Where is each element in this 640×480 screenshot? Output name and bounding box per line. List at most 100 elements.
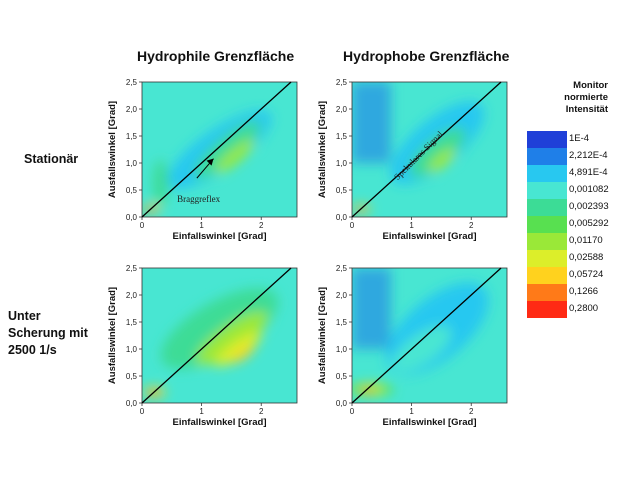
legend-swatch — [527, 267, 567, 284]
x-tick-label: 1 — [409, 407, 414, 416]
y-axis-label: Ausfallswinkel [Grad] — [317, 101, 328, 198]
intensity-region — [214, 331, 262, 367]
legend-title-line: Intensität — [565, 104, 608, 115]
y-tick-label: 0,0 — [126, 399, 138, 408]
y-tick-label: 1,5 — [126, 318, 138, 327]
legend-label: 0,01170 — [569, 235, 603, 246]
y-tick-label: 0,5 — [126, 372, 138, 381]
row-label-line: Stationär — [24, 152, 79, 166]
legend-item: 0,02588 — [527, 250, 609, 267]
legend-swatch — [527, 199, 567, 216]
legend-item: 0,005292 — [527, 216, 609, 233]
legend-swatch — [527, 182, 567, 199]
legend-label: 1E-4 — [569, 133, 590, 144]
y-tick-label: 2,0 — [126, 105, 138, 114]
legend-label: 0,001082 — [569, 184, 609, 195]
y-tick-label: 1,5 — [126, 132, 138, 141]
legend-title: Monitor normierte Intensität — [528, 80, 608, 116]
intensity-region — [215, 139, 255, 174]
x-tick-label: 2 — [469, 221, 474, 230]
x-tick-label: 2 — [469, 407, 474, 416]
y-tick-label: 0,5 — [336, 186, 348, 195]
plot-frame — [141, 267, 298, 404]
x-axis-label: Einfallswinkel [Grad] — [383, 417, 477, 428]
x-tick-label: 1 — [199, 221, 204, 230]
row-label-line: 2500 1/s — [8, 343, 57, 357]
x-axis-label: Einfallswinkel [Grad] — [383, 231, 477, 242]
y-tick-label: 0,0 — [336, 399, 348, 408]
row-label-line: Scherung mit — [8, 326, 88, 340]
intensity-region — [428, 148, 456, 173]
plot-frame — [351, 267, 508, 404]
x-tick-label: 0 — [350, 407, 355, 416]
specular-diagonal-line — [141, 267, 292, 404]
legend-swatch — [527, 165, 567, 182]
legend-label: 0,1266 — [569, 286, 599, 297]
x-axis-label: Einfallswinkel [Grad] — [173, 417, 267, 428]
x-tick-label: 1 — [409, 221, 414, 230]
x-tick-label: 1 — [199, 407, 204, 416]
y-tick-label: 2,5 — [336, 264, 348, 273]
row-label-line: Unter — [8, 309, 41, 323]
legend-swatch — [527, 216, 567, 233]
intensity-region — [352, 268, 391, 349]
y-axis-label: Ausfallswinkel [Grad] — [107, 101, 118, 198]
intensity-region — [152, 159, 169, 207]
legend-item: 0,01170 — [527, 233, 609, 250]
legend-item: 0,05724 — [527, 267, 609, 284]
intensity-region — [391, 325, 452, 373]
y-tick-label: 0,0 — [336, 213, 348, 222]
legend-item: 0,001082 — [527, 182, 609, 199]
y-tick-label: 2,0 — [336, 105, 348, 114]
legend-label: 0,005292 — [569, 218, 609, 229]
legend-label: 4,891E-4 — [569, 167, 608, 178]
y-tick-label: 0,5 — [336, 372, 348, 381]
annotation-arrowhead — [206, 158, 214, 166]
intensity-region — [160, 288, 279, 370]
y-axis-label: Ausfallswinkel [Grad] — [317, 287, 328, 384]
legend-label: 0,02588 — [569, 252, 604, 263]
legend-item: 0,002393 — [527, 199, 609, 216]
y-tick-label: 1,0 — [336, 159, 348, 168]
intensity-region — [196, 311, 268, 366]
legend-label: 0,002393 — [569, 201, 609, 212]
specular-diagonal-line — [141, 81, 292, 218]
y-tick-label: 0,0 — [126, 213, 138, 222]
y-axis-label: Ausfallswinkel [Grad] — [107, 287, 118, 384]
row-label-shear: Unter Scherung mit 2500 1/s — [8, 308, 88, 359]
plot-frame — [141, 81, 298, 218]
legend-item: 2,212E-4 — [527, 148, 609, 165]
y-tick-label: 2,0 — [126, 291, 138, 300]
legend-item: 0,2800 — [527, 301, 609, 318]
legend-swatch — [527, 233, 567, 250]
legend-title-line: Monitor — [573, 80, 608, 91]
legend-swatch — [527, 250, 567, 267]
legend-title-line: normierte — [564, 92, 608, 103]
legend-label: 0,05724 — [569, 269, 604, 280]
column-title-hydrophobic: Hydrophobe Grenzfläche — [343, 48, 510, 64]
legend-item: 1E-4 — [527, 131, 609, 148]
y-tick-label: 1,5 — [336, 132, 348, 141]
color-legend: 1E-4 2,212E-4 4,891E-4 0,001082 0,002393 0,00… — [527, 131, 609, 318]
y-tick-label: 2,0 — [336, 291, 348, 300]
x-tick-label: 0 — [140, 221, 145, 230]
y-tick-label: 2,5 — [126, 78, 138, 87]
legend-item: 0,1266 — [527, 284, 609, 301]
legend-swatch — [527, 284, 567, 301]
y-tick-label: 1,0 — [126, 159, 138, 168]
plot-frame — [351, 81, 508, 218]
y-tick-label: 1,5 — [336, 318, 348, 327]
y-tick-label: 0,5 — [126, 186, 138, 195]
legend-label: 0,2800 — [569, 303, 599, 314]
legend-swatch — [527, 301, 567, 318]
y-tick-label: 1,0 — [336, 345, 348, 354]
specular-diagonal-line — [351, 81, 502, 218]
column-title-hydrophilic: Hydrophile Grenzfläche — [137, 48, 295, 64]
legend-swatch — [527, 148, 567, 165]
x-tick-label: 2 — [259, 407, 264, 416]
row-label-stationary: Stationär — [24, 151, 78, 168]
